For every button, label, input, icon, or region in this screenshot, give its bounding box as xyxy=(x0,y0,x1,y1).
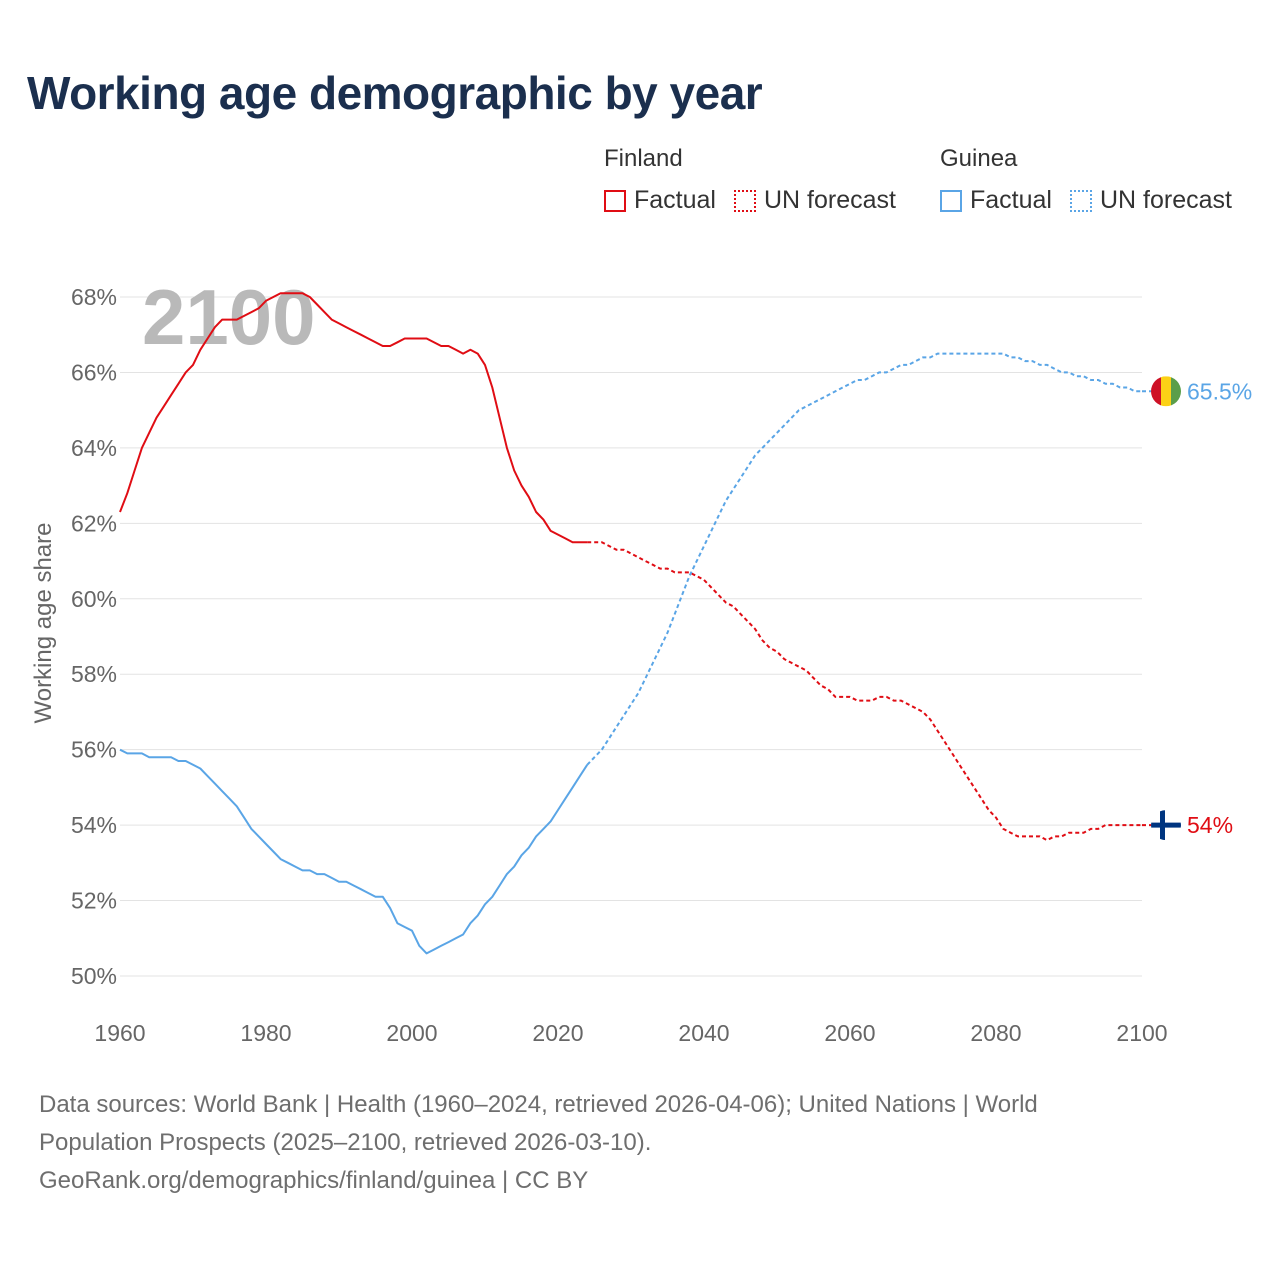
series-line-finland-factual xyxy=(119,292,588,544)
y-tick-label: 64% xyxy=(71,435,117,461)
footer-line: Data sources: World Bank | Health (1960–… xyxy=(39,1091,1038,1118)
y-tick-label: 60% xyxy=(71,586,117,612)
series-lines xyxy=(119,292,1151,955)
x-tick-label: 2060 xyxy=(824,1020,875,1046)
x-tick-label: 2000 xyxy=(386,1020,437,1046)
x-tick-label: 2100 xyxy=(1116,1020,1167,1046)
finland-end-value-label: 54% xyxy=(1187,812,1233,838)
series-line-guinea-forecast xyxy=(586,352,1142,766)
finland-flag-icon xyxy=(1151,810,1181,841)
legend-label: UN forecast xyxy=(1099,186,1232,214)
legend-group-finland: Finland Factual UN forecast xyxy=(604,144,896,215)
y-tick-label: 56% xyxy=(71,737,117,763)
legend-group-label: Finland xyxy=(604,145,683,172)
legend-swatch-solid xyxy=(604,189,626,212)
footer-line: Population Prospects (2025–2100, retriev… xyxy=(39,1129,652,1156)
legend-label: Factual xyxy=(970,186,1052,214)
end-markers: 54% 65.5% xyxy=(1151,376,1252,841)
x-axis-ticks: 1960 1980 2000 2020 2040 2060 2080 2100 xyxy=(94,1020,1167,1046)
legend-item-guinea-factual[interactable]: Factual xyxy=(940,186,1052,215)
y-axis-ticks: 50% 52% 54% 56% 58% 60% 62% 64% 66% 68% xyxy=(71,284,117,989)
series-line-guinea-factual xyxy=(119,748,589,955)
y-tick-label: 58% xyxy=(71,661,117,687)
chart-title: Working age demographic by year xyxy=(27,67,763,119)
y-tick-label: 68% xyxy=(71,284,117,310)
y-axis-label: Working age share xyxy=(30,523,57,724)
guinea-end-value-label: 65.5% xyxy=(1187,378,1252,404)
year-watermark: 2100 xyxy=(142,273,316,361)
y-tick-label: 62% xyxy=(71,510,117,536)
legend-group-label: Guinea xyxy=(940,145,1018,172)
footer-line[interactable]: GeoRank.org/demographics/finland/guinea … xyxy=(39,1167,589,1194)
y-tick-label: 54% xyxy=(71,812,117,838)
legend-label: UN forecast xyxy=(763,186,896,214)
y-tick-label: 50% xyxy=(71,963,117,989)
y-tick-label: 66% xyxy=(71,359,117,385)
legend-item-finland-factual[interactable]: Factual xyxy=(604,186,716,215)
legend-swatch-solid xyxy=(940,189,962,212)
legend-item-finland-forecast[interactable]: UN forecast xyxy=(733,186,896,215)
legend-swatch-dotted xyxy=(733,189,756,212)
legend-label: Factual xyxy=(634,186,716,214)
x-tick-label: 1980 xyxy=(240,1020,291,1046)
series-line-finland-forecast xyxy=(587,541,1142,842)
x-tick-label: 2020 xyxy=(532,1020,583,1046)
y-tick-label: 52% xyxy=(71,888,117,914)
legend-item-guinea-forecast[interactable]: UN forecast xyxy=(1069,186,1232,215)
x-tick-label: 1960 xyxy=(94,1020,145,1046)
legend-swatch-dotted xyxy=(1069,189,1092,212)
x-tick-label: 2040 xyxy=(678,1020,729,1046)
gridlines xyxy=(120,296,1142,977)
x-tick-label: 2080 xyxy=(970,1020,1021,1046)
line-chart: 2100 50% 52% 54% 56% 58% 60% 62% 64% 66% 68% 1960… xyxy=(30,273,1252,1046)
guinea-flag-icon xyxy=(1151,376,1181,407)
legend-group-guinea: Guinea Factual UN forecast xyxy=(940,144,1232,215)
footer-sources: Data sources: World Bank | Health (1960–… xyxy=(39,1086,1219,1200)
